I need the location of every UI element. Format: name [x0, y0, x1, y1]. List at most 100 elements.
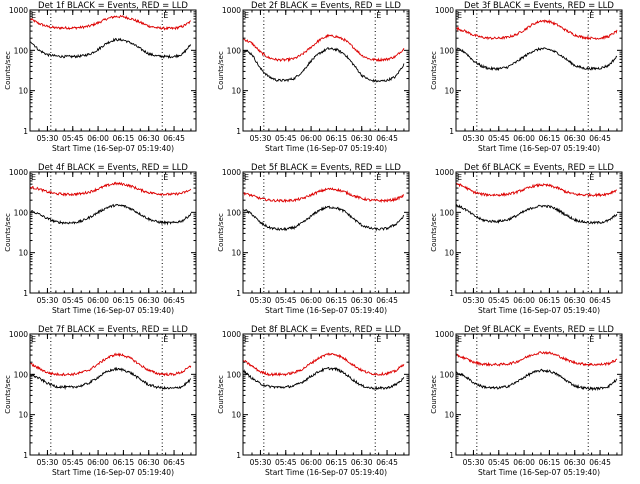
event-marker-label: E [457, 335, 462, 344]
x-tick-label: 06:45 [589, 458, 611, 467]
chart-panel-3: Det 3f BLACK = Events, RED = LLD Counts/s… [430, 1, 623, 153]
event-marker-label: E [163, 173, 168, 182]
series-line-events [243, 366, 405, 391]
event-marker-label: E [457, 11, 462, 20]
event-marker-label: E [376, 11, 381, 20]
event-marker-label: E [31, 11, 36, 20]
y-tick-label: 1000 [435, 168, 454, 177]
chart-panel-7: Det 7f BLACK = Events, RED = LLD Counts/s… [4, 325, 197, 477]
series-line-lld [243, 187, 405, 204]
x-tick-label: 06:45 [589, 296, 611, 305]
y-tick-label: 1000 [9, 6, 28, 15]
x-tick-label: 05:30 [463, 296, 485, 305]
y-axis-label: Counts/sec [217, 51, 225, 90]
chart-title: Det 1f BLACK = Events, RED = LLD [38, 1, 188, 11]
x-tick-label: 06:45 [376, 134, 398, 143]
plot-frame [455, 9, 623, 132]
y-tick-label: 10 [444, 249, 454, 258]
chart-title: Det 6f BLACK = Events, RED = LLD [464, 163, 614, 173]
y-tick-label: 1 [236, 289, 241, 298]
x-tick-label: 05:30 [463, 458, 485, 467]
x-tick-label: 06:45 [376, 458, 398, 467]
y-axis-label: Counts/sec [217, 375, 225, 414]
series-line-events [456, 368, 618, 392]
x-tick-label: 05:45 [62, 296, 84, 305]
y-tick-label: 1 [236, 127, 241, 136]
event-marker-label: E [163, 11, 168, 20]
x-tick-label: 06:30 [564, 458, 586, 467]
x-tick-label: 05:45 [62, 458, 84, 467]
x-tick-label: 05:45 [488, 458, 510, 467]
x-tick-label: 06:30 [564, 134, 586, 143]
y-axis-label: Counts/sec [430, 51, 438, 90]
series-line-events [30, 366, 192, 391]
plot-frame [29, 333, 197, 456]
x-tick-label: 06:30 [138, 458, 160, 467]
y-tick-label: 1 [236, 451, 241, 460]
x-axis-label: Start Time (16-Sep-07 05:19:40) [265, 306, 387, 315]
chart-title: Det 7f BLACK = Events, RED = LLD [38, 325, 188, 335]
y-tick-label: 10 [444, 411, 454, 420]
x-axis-label: Start Time (16-Sep-07 05:19:40) [478, 144, 600, 153]
x-tick-label: 06:00 [87, 296, 109, 305]
x-tick-label: 06:30 [351, 458, 373, 467]
y-tick-label: 1 [449, 451, 454, 460]
x-tick-label: 06:15 [326, 296, 348, 305]
y-tick-label: 10 [231, 249, 241, 258]
x-tick-label: 06:30 [351, 296, 373, 305]
event-marker-label: E [31, 335, 36, 344]
x-tick-label: 06:00 [300, 296, 322, 305]
y-tick-label: 1 [23, 127, 28, 136]
y-axis-label: Counts/sec [4, 375, 12, 414]
x-tick-label: 05:30 [250, 134, 272, 143]
event-marker-label: E [244, 335, 249, 344]
x-axis-label: Start Time (16-Sep-07 05:19:40) [478, 306, 600, 315]
y-tick-label: 100 [227, 46, 242, 55]
y-axis-label: Counts/sec [4, 213, 12, 252]
chart-panel-6: Det 6f BLACK = Events, RED = LLD Counts/s… [430, 163, 623, 315]
x-tick-label: 06:15 [539, 134, 561, 143]
chart-title: Det 4f BLACK = Events, RED = LLD [38, 163, 188, 173]
x-axis-label: Start Time (16-Sep-07 05:19:40) [265, 468, 387, 477]
y-tick-label: 1 [449, 289, 454, 298]
chart-title: Det 9f BLACK = Events, RED = LLD [464, 325, 614, 335]
y-tick-label: 10 [231, 87, 241, 96]
event-marker-label: E [376, 173, 381, 182]
chart-panel-9: Det 9f BLACK = Events, RED = LLD Counts/s… [430, 325, 623, 477]
x-tick-label: 06:45 [163, 458, 185, 467]
series-line-lld [30, 181, 192, 197]
x-tick-label: 06:30 [138, 296, 160, 305]
event-marker-label: E [244, 173, 249, 182]
x-tick-label: 05:30 [250, 458, 272, 467]
y-tick-label: 100 [440, 370, 455, 379]
x-tick-label: 06:45 [376, 296, 398, 305]
y-tick-label: 100 [227, 208, 242, 217]
y-tick-label: 100 [227, 370, 242, 379]
y-axis-label: Counts/sec [430, 375, 438, 414]
chart-title: Det 2f BLACK = Events, RED = LLD [251, 1, 401, 11]
chart-panel-5: Det 5f BLACK = Events, RED = LLD Counts/s… [217, 163, 410, 315]
plot-frame [455, 171, 623, 294]
x-axis-label: Start Time (16-Sep-07 05:19:40) [265, 144, 387, 153]
y-tick-label: 1 [449, 127, 454, 136]
x-tick-label: 06:15 [113, 134, 135, 143]
series-line-lld [456, 19, 618, 41]
y-tick-label: 100 [440, 46, 455, 55]
x-tick-label: 06:45 [163, 296, 185, 305]
x-tick-label: 05:45 [488, 296, 510, 305]
y-tick-label: 1 [23, 451, 28, 460]
y-tick-label: 1 [23, 289, 28, 298]
y-tick-label: 1000 [222, 168, 241, 177]
y-axis-label: Counts/sec [430, 213, 438, 252]
x-tick-label: 06:45 [163, 134, 185, 143]
plot-frame [242, 9, 410, 132]
x-tick-label: 06:30 [138, 134, 160, 143]
y-tick-label: 10 [444, 87, 454, 96]
event-marker-label: E [457, 173, 462, 182]
x-tick-label: 06:00 [87, 458, 109, 467]
series-line-events [30, 203, 192, 226]
x-axis-label: Start Time (16-Sep-07 05:19:40) [52, 306, 174, 315]
series-line-events [456, 47, 618, 72]
event-marker-label: E [589, 173, 594, 182]
